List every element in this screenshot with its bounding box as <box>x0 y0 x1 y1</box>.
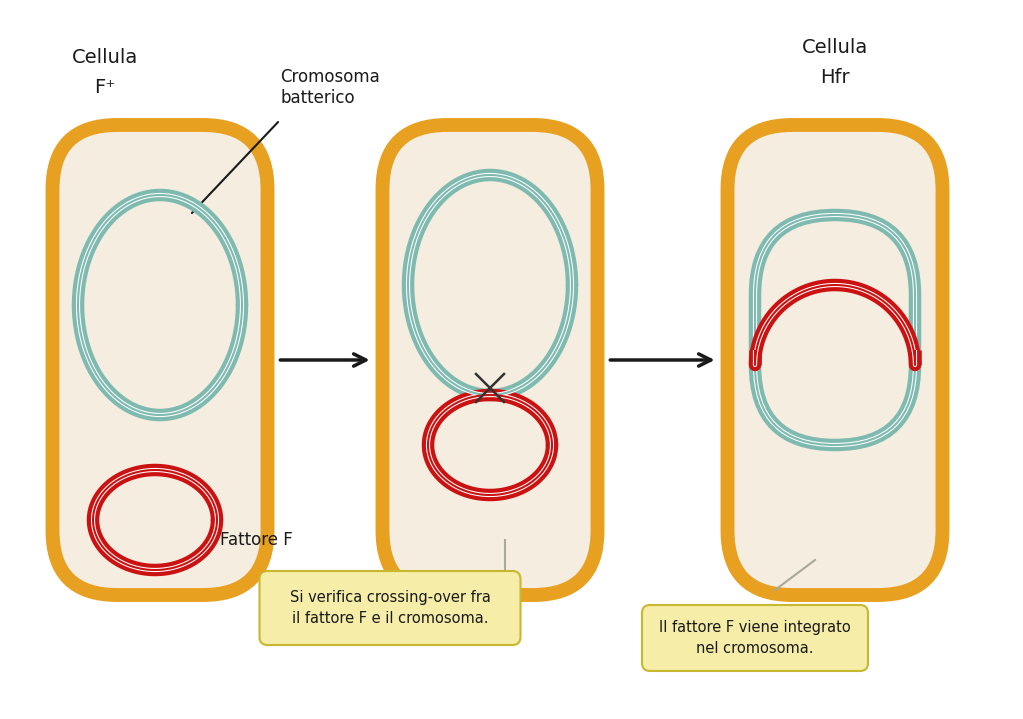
FancyBboxPatch shape <box>52 125 267 595</box>
Text: Cellula: Cellula <box>802 38 869 57</box>
FancyBboxPatch shape <box>260 571 521 645</box>
Text: Cellula: Cellula <box>72 48 138 67</box>
Text: Il fattore F viene integrato
nel cromosoma.: Il fattore F viene integrato nel cromoso… <box>659 620 851 656</box>
FancyBboxPatch shape <box>642 605 868 671</box>
FancyBboxPatch shape <box>383 125 597 595</box>
Text: F⁺: F⁺ <box>94 78 116 97</box>
Text: Cromosoma
batterico: Cromosoma batterico <box>280 68 380 107</box>
Text: Hfr: Hfr <box>820 68 850 87</box>
FancyBboxPatch shape <box>727 125 942 595</box>
Text: Fattore F: Fattore F <box>220 531 293 549</box>
Text: Si verifica crossing-over fra
il fattore F e il cromosoma.: Si verifica crossing-over fra il fattore… <box>290 590 490 626</box>
